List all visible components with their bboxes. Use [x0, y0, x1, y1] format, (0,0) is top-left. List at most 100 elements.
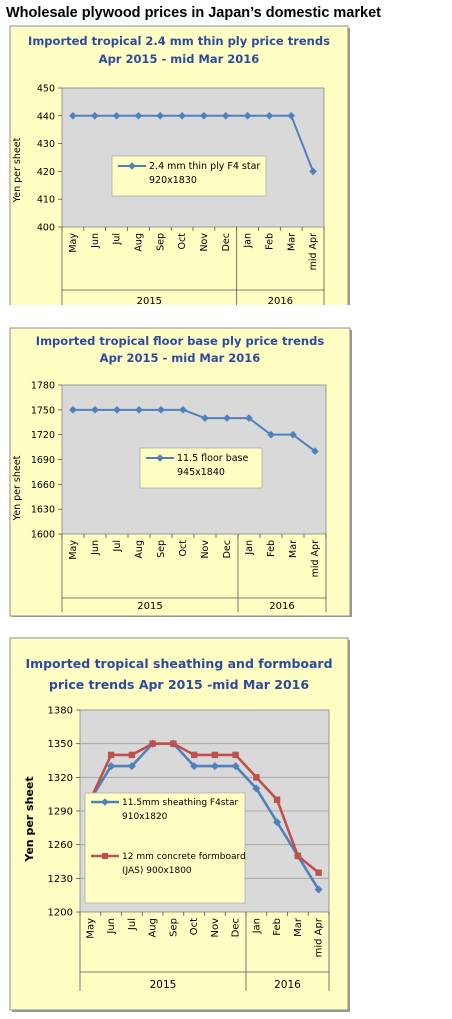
- x-tick-label: Jun: [90, 540, 101, 556]
- data-point: [211, 751, 219, 759]
- x-tick-label: mid Apr: [310, 540, 321, 577]
- x-tick-label: Mar: [293, 917, 304, 937]
- y-tick-label: 430: [37, 139, 55, 150]
- year-label: 2015: [150, 979, 177, 991]
- x-tick-label: Dec: [222, 540, 233, 558]
- x-tick-label: Oct: [189, 918, 200, 935]
- chart-title: price trends Apr 2015 -mid Mar 2016: [49, 677, 309, 692]
- data-point: [287, 112, 296, 120]
- data-point: [314, 885, 323, 894]
- data-point: [315, 869, 322, 876]
- legend-label: 2.4 mm thin ply F4 star: [149, 161, 260, 172]
- data-point: [134, 112, 143, 120]
- x-tick-label: Sep: [156, 540, 167, 558]
- legend-label: 12 mm concrete formboard: [122, 852, 246, 862]
- legend-marker: [102, 853, 108, 859]
- data-point: [265, 112, 274, 120]
- data-point: [252, 784, 261, 793]
- legend-label: (JAS) 900x1800: [122, 866, 192, 876]
- year-label: 2015: [137, 296, 162, 305]
- year-label: 2016: [274, 979, 301, 991]
- y-tick-label: 1260: [48, 840, 73, 851]
- x-tick-label: Sep: [155, 233, 166, 251]
- data-point: [311, 447, 319, 456]
- x-tick-label: mid Apr: [314, 917, 325, 957]
- x-tick-label: Feb: [272, 918, 283, 936]
- legend-box: [84, 792, 246, 904]
- y-tick-label: 1290: [48, 807, 73, 818]
- x-tick-label: Jun: [90, 233, 101, 249]
- data-point: [170, 740, 177, 747]
- chart-floor-base: Imported tropical floor base ply price t…: [9, 327, 352, 617]
- data-point: [273, 818, 282, 827]
- data-point: [178, 112, 186, 120]
- legend-label: 920x1830: [149, 175, 197, 186]
- data-point: [231, 762, 240, 771]
- data-point: [149, 740, 156, 747]
- data-point: [200, 112, 208, 120]
- x-tick-label: Dec: [231, 918, 242, 937]
- data-point: [107, 762, 116, 771]
- data-point: [309, 167, 317, 176]
- x-tick-label: May: [85, 918, 96, 939]
- legend-marker: [128, 162, 136, 170]
- x-tick-label: May: [68, 233, 79, 253]
- y-tick-label: 1200: [48, 908, 73, 919]
- x-tick-label: Aug: [134, 540, 145, 559]
- chart-title: Imported tropical 2.4 mm thin ply price …: [28, 34, 330, 48]
- x-tick-label: Jul: [112, 233, 123, 245]
- x-tick-label: Mar: [286, 233, 297, 251]
- y-tick-label: 440: [37, 111, 55, 122]
- y-axis-label: Yen per sheet: [23, 776, 36, 862]
- data-point: [90, 112, 99, 120]
- x-tick-label: Oct: [177, 233, 188, 250]
- x-tick-label: Jul: [127, 918, 138, 931]
- legend-marker: [156, 454, 164, 462]
- data-point: [128, 751, 136, 759]
- y-tick-label: 1780: [31, 381, 55, 392]
- data-point: [190, 751, 198, 759]
- data-point: [210, 762, 219, 771]
- chart-sheathing-formboard: Imported tropical sheathing and formboar…: [9, 637, 350, 1012]
- x-tick-label: Mar: [288, 540, 299, 558]
- chart-thin-ply: Imported tropical 2.4 mm thin ply price …: [9, 25, 350, 305]
- page-title: Wholesale plywood prices in Japan’s dome…: [6, 5, 381, 21]
- y-tick-label: 1690: [31, 455, 55, 466]
- data-point: [253, 774, 260, 781]
- x-tick-label: Jun: [106, 918, 117, 935]
- y-tick-label: 1380: [48, 706, 73, 717]
- year-label: 2015: [137, 601, 162, 612]
- legend-box: [111, 155, 267, 197]
- y-tick-label: 450: [37, 84, 55, 95]
- x-tick-label: Oct: [178, 540, 189, 557]
- legend-label: 910x1820: [122, 812, 168, 822]
- y-tick-label: 420: [37, 167, 55, 178]
- series-line: [89, 742, 320, 874]
- legend-label: 11.5mm sheathing F4star: [122, 798, 239, 808]
- y-axis-label: Yen per sheet: [12, 137, 23, 203]
- data-point: [69, 112, 77, 120]
- x-tick-label: Nov: [210, 918, 221, 938]
- data-point: [273, 796, 281, 803]
- year-label: 2016: [269, 601, 294, 612]
- data-point: [232, 751, 239, 759]
- x-tick-label: Jul: [112, 540, 123, 552]
- chart-title: Apr 2015 - mid Mar 2016: [99, 52, 260, 66]
- y-tick-label: 400: [37, 223, 55, 234]
- x-tick-label: Feb: [264, 233, 275, 250]
- data-point: [245, 414, 253, 422]
- y-axis-label: Yen per sheet: [12, 455, 23, 521]
- data-point: [190, 762, 199, 771]
- data-point: [107, 751, 115, 759]
- x-tick-label: Aug: [133, 233, 144, 252]
- data-point: [127, 762, 136, 771]
- data-point: [112, 112, 121, 120]
- y-tick-label: 1750: [31, 405, 55, 416]
- x-tick-label: Jan: [243, 233, 254, 249]
- y-tick-label: 410: [37, 195, 55, 206]
- y-tick-label: 1320: [48, 773, 73, 784]
- x-tick-label: Feb: [266, 540, 277, 557]
- y-tick-label: 1350: [48, 739, 73, 750]
- x-tick-label: Jan: [244, 540, 255, 556]
- y-tick-label: 1660: [31, 480, 55, 491]
